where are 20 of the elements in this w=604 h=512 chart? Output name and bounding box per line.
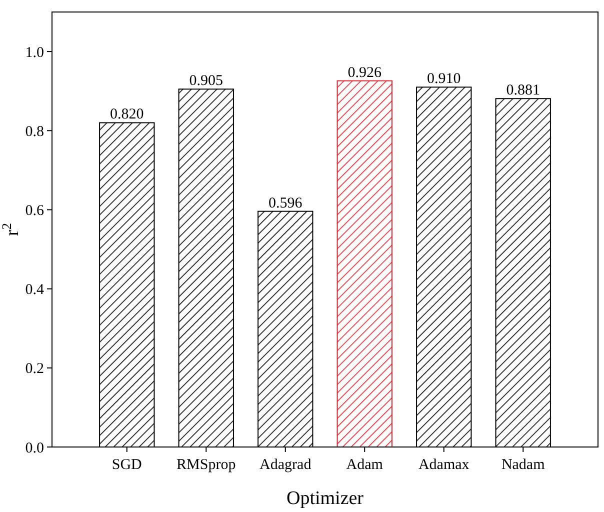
data-label: 0.820 (110, 106, 144, 123)
x-tick-label: Adam (346, 457, 384, 473)
data-label: 0.881 (506, 82, 540, 99)
y-tick-label: 0.6 (25, 202, 44, 219)
y-tick-label: 0.8 (25, 124, 44, 140)
y-tick-label: 1.0 (25, 44, 44, 61)
data-label: 0.905 (189, 73, 224, 90)
bar (336, 80, 392, 448)
y-tick-label: 0.0 (25, 440, 44, 456)
y-tick-label: 0.4 (25, 282, 44, 298)
data-label: 0.926 (348, 64, 382, 81)
x-tick-label: SGD (112, 457, 142, 473)
x-tick-label: Adagrad (260, 457, 312, 473)
x-tick-label: Adamax (418, 457, 470, 473)
x-tick-label: Nadam (501, 457, 546, 473)
data-label: 0.910 (426, 71, 461, 88)
x-axis-title: Optimizer (286, 488, 364, 509)
x-tick-label: RMSprop (176, 457, 236, 473)
y-tick-label: 0.2 (25, 361, 44, 378)
data-label: 0.596 (268, 195, 303, 212)
